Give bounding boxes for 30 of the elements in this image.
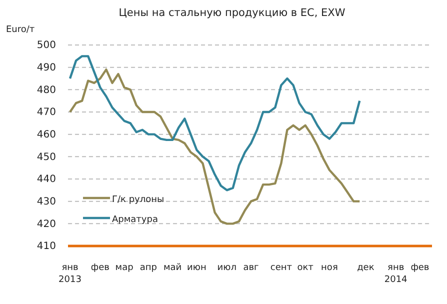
legend-label: Г/к рулоны <box>112 195 164 205</box>
x-tick-label: апр <box>140 263 158 273</box>
y-tick-label: 430 <box>36 196 56 208</box>
y-tick-label: 500 <box>36 40 56 52</box>
y-tick-label: 490 <box>36 62 56 74</box>
line-series <box>68 55 361 192</box>
x-tick-label: окт <box>297 263 314 273</box>
x-tick-label: дек <box>357 263 375 273</box>
x-tick-label: авг <box>243 263 260 273</box>
line-series <box>68 68 361 225</box>
x-tick-label: янв 2013 <box>58 263 82 285</box>
x-tick-label: июл <box>217 263 236 273</box>
x-tick-label: ноя <box>321 263 338 273</box>
y-tick-label: 420 <box>36 218 56 230</box>
y-tick-label: 440 <box>36 174 56 186</box>
x-tick-label: сент <box>270 263 292 273</box>
chart-title: Цены на стальную продукцию в ЕС, EXW <box>118 7 346 19</box>
x-tick-label: фев <box>410 263 430 273</box>
y-tick-label: 410 <box>36 241 56 252</box>
y-axis-title: Euro/т <box>6 25 35 35</box>
y-tick-label: 450 <box>36 152 56 163</box>
legend-label: Арматура <box>112 215 158 225</box>
x-tick-label: фев <box>90 263 110 273</box>
x-tick-label: май <box>164 263 182 273</box>
x-tick-label: июн <box>187 263 206 273</box>
y-tick-label: 460 <box>36 130 56 141</box>
x-tick-label: мар <box>115 263 134 273</box>
x-tick-label: янв 2014 <box>384 263 408 285</box>
y-tick-label: 470 <box>36 107 56 118</box>
y-tick-label: 480 <box>36 84 56 96</box>
